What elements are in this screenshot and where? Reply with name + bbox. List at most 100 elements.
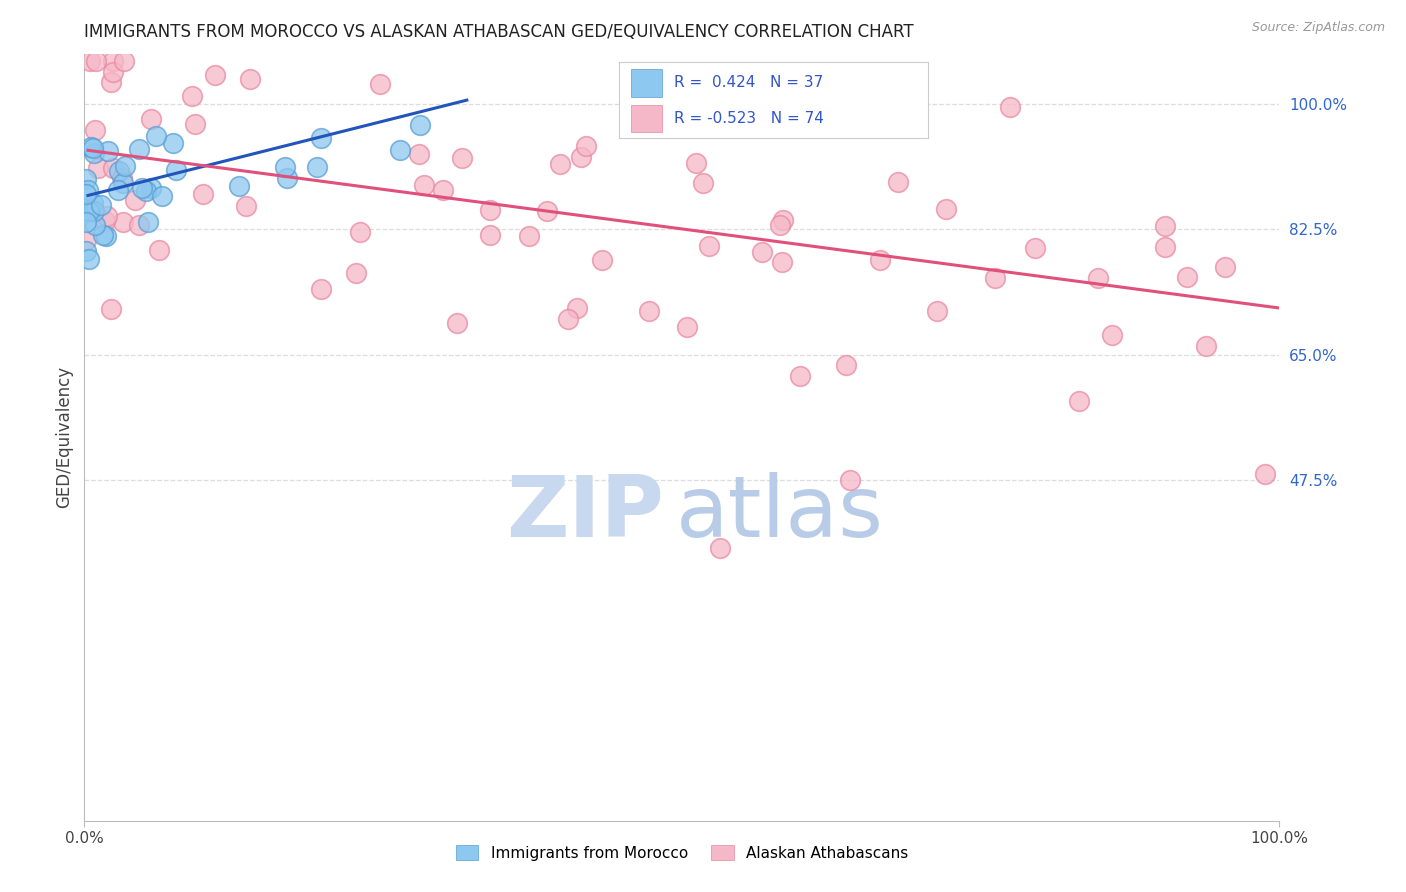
Point bbox=[111, 170, 134, 185]
Point bbox=[309, 131, 332, 145]
Point bbox=[536, 203, 558, 218]
Point bbox=[141, 112, 163, 126]
Point bbox=[235, 199, 257, 213]
Point bbox=[148, 244, 170, 258]
Point bbox=[685, 155, 707, 169]
Point bbox=[150, 189, 173, 203]
Point bbox=[389, 143, 412, 157]
Point bbox=[925, 303, 948, 318]
Point bbox=[349, 225, 371, 239]
Point bbox=[103, 161, 125, 175]
Point bbox=[557, 311, 579, 326]
Point bbox=[565, 301, 588, 315]
Point bbox=[84, 123, 107, 137]
Point bbox=[1213, 260, 1236, 275]
Point bbox=[145, 129, 167, 144]
Point bbox=[548, 157, 571, 171]
Point bbox=[77, 204, 100, 219]
Point bbox=[761, 119, 783, 133]
Point bbox=[409, 118, 432, 132]
Point bbox=[1153, 219, 1175, 234]
Point bbox=[100, 301, 122, 316]
Point bbox=[83, 204, 105, 219]
Point bbox=[692, 177, 714, 191]
Point bbox=[772, 213, 794, 227]
Point bbox=[101, 65, 124, 79]
Point bbox=[114, 159, 136, 173]
Point bbox=[239, 72, 262, 87]
Point bbox=[638, 304, 661, 318]
Point bbox=[136, 215, 159, 229]
Point bbox=[789, 369, 811, 384]
Point bbox=[1000, 100, 1022, 114]
Point bbox=[82, 196, 104, 211]
Point bbox=[1195, 339, 1218, 353]
Point bbox=[935, 202, 957, 217]
Point bbox=[408, 147, 430, 161]
Point bbox=[128, 142, 150, 156]
Point bbox=[76, 183, 98, 197]
Point bbox=[112, 215, 135, 229]
Point bbox=[751, 245, 773, 260]
Point bbox=[344, 266, 367, 280]
Point bbox=[75, 244, 97, 258]
Point bbox=[839, 473, 862, 487]
Y-axis label: GED/Equivalency: GED/Equivalency bbox=[55, 366, 73, 508]
Point bbox=[574, 139, 596, 153]
Point bbox=[769, 218, 792, 232]
Point bbox=[204, 68, 226, 82]
Point bbox=[91, 228, 114, 243]
Point bbox=[82, 141, 104, 155]
Point bbox=[75, 187, 97, 202]
Text: ZIP: ZIP bbox=[506, 472, 664, 556]
Point bbox=[75, 233, 97, 247]
Point bbox=[228, 178, 250, 193]
Point bbox=[165, 162, 187, 177]
Point bbox=[479, 203, 502, 218]
Point bbox=[181, 89, 204, 103]
Point bbox=[591, 253, 613, 268]
Point bbox=[1101, 328, 1123, 343]
Point bbox=[79, 54, 101, 68]
Text: atlas: atlas bbox=[676, 472, 884, 556]
Point bbox=[1069, 394, 1091, 409]
Point bbox=[276, 171, 298, 186]
Point bbox=[107, 184, 129, 198]
Point bbox=[97, 144, 120, 158]
Point bbox=[86, 161, 108, 176]
Point bbox=[274, 161, 297, 175]
Point bbox=[413, 178, 436, 193]
Point bbox=[517, 228, 540, 243]
Point bbox=[835, 359, 858, 373]
Bar bbox=[631, 105, 662, 132]
Point bbox=[1153, 240, 1175, 254]
Point bbox=[772, 255, 794, 269]
Point bbox=[90, 198, 112, 212]
Point bbox=[135, 184, 157, 198]
Point bbox=[1024, 241, 1046, 255]
Text: IMMIGRANTS FROM MOROCCO VS ALASKAN ATHABASCAN GED/EQUIVALENCY CORRELATION CHART: IMMIGRANTS FROM MOROCCO VS ALASKAN ATHAB… bbox=[84, 23, 914, 41]
Point bbox=[100, 75, 122, 89]
Point bbox=[309, 282, 332, 296]
Point bbox=[124, 194, 146, 208]
Point bbox=[1175, 270, 1198, 285]
Point bbox=[183, 117, 205, 131]
Point bbox=[191, 186, 214, 201]
Point bbox=[162, 136, 184, 151]
Point bbox=[479, 227, 502, 242]
Text: Source: ZipAtlas.com: Source: ZipAtlas.com bbox=[1251, 21, 1385, 34]
Point bbox=[869, 252, 891, 267]
Point bbox=[128, 218, 150, 232]
Point bbox=[80, 140, 103, 154]
Point bbox=[887, 175, 910, 189]
Point bbox=[432, 183, 454, 197]
Point bbox=[108, 163, 131, 178]
Point bbox=[75, 215, 97, 229]
Point bbox=[446, 316, 468, 330]
Point bbox=[84, 54, 107, 68]
Point bbox=[370, 77, 392, 91]
Point bbox=[571, 150, 593, 164]
Point bbox=[75, 171, 97, 186]
Point bbox=[141, 181, 163, 195]
Point bbox=[94, 228, 117, 243]
